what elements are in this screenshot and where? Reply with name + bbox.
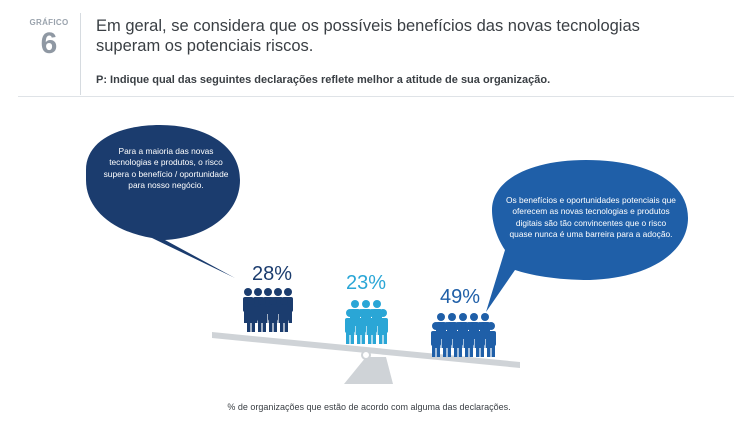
seesaw-pivot: [361, 350, 371, 360]
person-icon: [257, 297, 267, 332]
percent-group-2: 23%: [345, 272, 387, 294]
header-rule: [18, 96, 734, 97]
person-icon: [268, 297, 278, 332]
percent-group-1: 28%: [251, 263, 293, 285]
percent-group-3: 49%: [439, 286, 481, 308]
people-groups: [243, 288, 496, 357]
person-icon: [246, 297, 256, 332]
person-icon: [464, 322, 474, 357]
question-text: P: Indique qual das seguintes declaraçõe…: [96, 74, 551, 86]
seesaw-fulcrum: [344, 357, 393, 384]
person-icon: [486, 322, 496, 357]
chart-label: GRÁFICO: [29, 18, 69, 27]
person-icon: [453, 322, 463, 357]
person-icon: [279, 297, 289, 332]
right-bubble-text: Os benefícios e oportunidades potenciais…: [506, 195, 676, 240]
chart-title: Em geral, se considera que os possíveis …: [96, 17, 640, 55]
footnote: % de organizações que estão de acordo co…: [227, 402, 511, 412]
left-speech-bubble: [86, 125, 240, 278]
person-icon: [442, 322, 452, 357]
person-icon: [345, 309, 355, 344]
person-icon: [431, 322, 441, 357]
person-icon: [378, 309, 388, 344]
left-bubble-text: Para a maioria das novas tecnologias e p…: [103, 146, 229, 191]
person-icon: [356, 309, 366, 344]
person-icon: [367, 309, 377, 344]
chart-number: 6: [40, 27, 58, 60]
person-icon: [475, 322, 485, 357]
header-divider: [80, 13, 81, 95]
right-speech-bubble: [486, 160, 688, 312]
